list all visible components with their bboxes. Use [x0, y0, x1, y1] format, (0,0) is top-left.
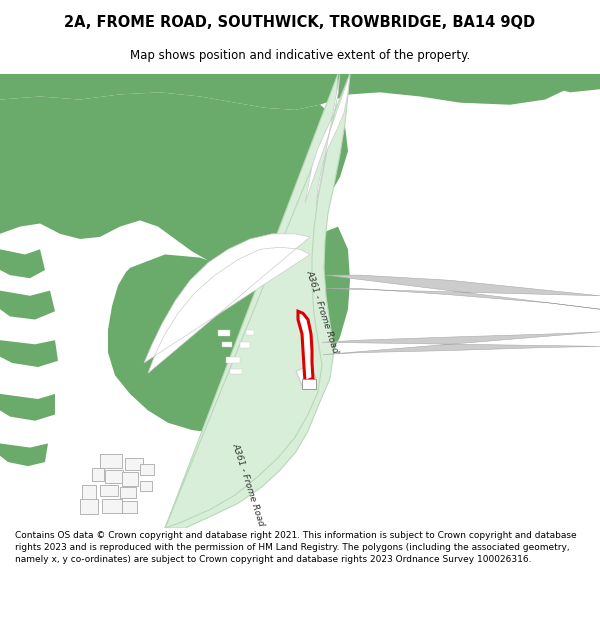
Polygon shape	[322, 332, 600, 354]
Polygon shape	[325, 275, 600, 309]
Polygon shape	[0, 74, 600, 110]
Bar	[122, 501, 137, 512]
Polygon shape	[230, 74, 600, 528]
Bar	[226, 357, 240, 363]
Text: A361 - Frome Road: A361 - Frome Road	[230, 442, 266, 528]
Polygon shape	[298, 311, 313, 381]
Text: Map shows position and indicative extent of the property.: Map shows position and indicative extent…	[130, 49, 470, 62]
Bar	[80, 499, 98, 514]
Polygon shape	[305, 74, 350, 206]
Polygon shape	[0, 340, 58, 367]
Bar	[222, 342, 232, 348]
Bar	[140, 481, 152, 491]
Polygon shape	[0, 92, 348, 268]
Polygon shape	[108, 227, 350, 433]
Bar	[122, 472, 138, 486]
Bar	[218, 330, 230, 336]
Bar	[246, 330, 254, 335]
Bar	[92, 468, 104, 481]
Text: 2A, FROME ROAD, SOUTHWICK, TROWBRIDGE, BA14 9QD: 2A, FROME ROAD, SOUTHWICK, TROWBRIDGE, B…	[64, 14, 536, 29]
Bar	[100, 485, 118, 496]
Bar	[100, 454, 122, 468]
Text: A361 - Frome Road: A361 - Frome Road	[304, 269, 340, 354]
Polygon shape	[0, 249, 45, 278]
Text: Contains OS data © Crown copyright and database right 2021. This information is : Contains OS data © Crown copyright and d…	[15, 531, 577, 564]
Bar	[240, 342, 250, 349]
Bar	[105, 470, 123, 482]
Bar	[230, 369, 242, 374]
Polygon shape	[0, 74, 20, 94]
Bar	[120, 487, 136, 498]
Polygon shape	[165, 74, 350, 528]
Polygon shape	[540, 74, 600, 92]
Bar	[302, 379, 316, 389]
Bar	[102, 499, 122, 512]
Bar	[125, 458, 143, 470]
Bar	[82, 485, 96, 503]
Bar	[140, 464, 154, 476]
Polygon shape	[0, 394, 55, 421]
Polygon shape	[296, 365, 316, 386]
Polygon shape	[144, 234, 310, 373]
Polygon shape	[0, 291, 55, 319]
Polygon shape	[0, 444, 48, 466]
